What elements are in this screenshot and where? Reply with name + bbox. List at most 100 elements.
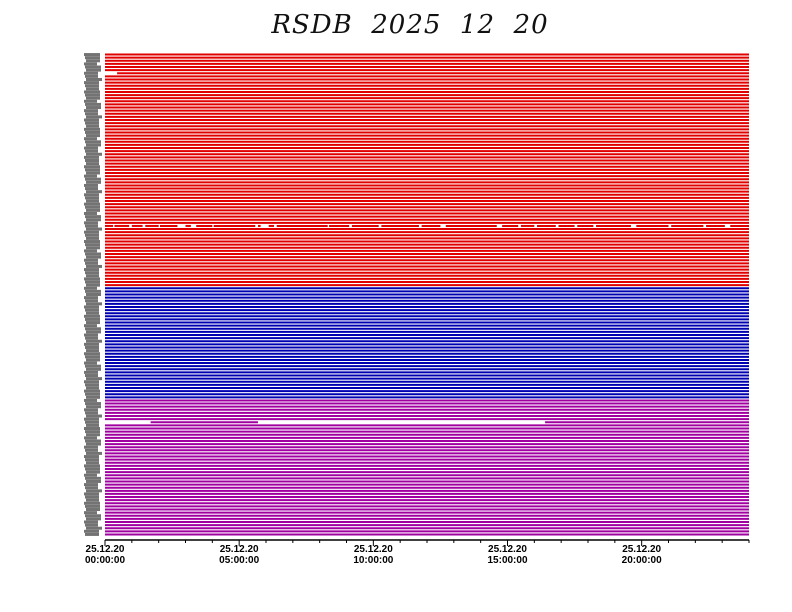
trace-label xyxy=(85,383,99,387)
x-tick-time: 00:00:00 xyxy=(85,555,125,566)
trace-label xyxy=(86,77,102,81)
trace-label xyxy=(86,180,101,184)
x-tick-time: 15:00:00 xyxy=(487,555,527,566)
trace-label xyxy=(86,246,100,250)
trace-label xyxy=(85,196,99,200)
trace-label xyxy=(85,187,98,191)
trace-label xyxy=(84,361,97,365)
trace-label xyxy=(84,473,97,477)
trace-label xyxy=(86,293,101,296)
trace-label xyxy=(86,517,101,521)
trace-label xyxy=(85,299,98,303)
trace-label xyxy=(86,311,99,315)
trace-label xyxy=(85,121,99,125)
trace-label xyxy=(85,252,101,256)
chart-title: RSDB 2025 12 20 xyxy=(271,10,549,40)
trace-label xyxy=(84,370,98,374)
trace-labels xyxy=(84,53,102,536)
trace-label xyxy=(85,93,100,97)
trace-label xyxy=(85,74,98,78)
trace-label xyxy=(84,436,97,440)
trace-label xyxy=(84,258,98,262)
trace-label xyxy=(86,339,102,343)
trace-label xyxy=(86,405,101,409)
trace-label xyxy=(86,106,101,110)
trace-label xyxy=(84,398,97,402)
trace-label xyxy=(84,174,97,178)
trace-label xyxy=(84,109,98,113)
trace-label xyxy=(86,115,102,119)
trace-label xyxy=(84,305,99,309)
trace-label xyxy=(84,296,98,300)
trace-label xyxy=(86,479,101,483)
trace-label xyxy=(85,280,100,284)
trace-label xyxy=(86,358,100,362)
trace-label xyxy=(85,215,101,219)
trace-label xyxy=(85,261,98,265)
trace-label xyxy=(85,317,100,321)
trace-label xyxy=(85,448,98,452)
trace-label xyxy=(86,96,100,100)
trace-label xyxy=(85,392,100,396)
trace-label xyxy=(84,99,97,103)
trace-label xyxy=(86,321,100,325)
trace-label xyxy=(84,389,100,393)
trace-label xyxy=(85,289,101,293)
trace-label xyxy=(84,455,99,459)
x-tick-date: 25.12.20 xyxy=(220,544,259,555)
trace-label xyxy=(84,240,100,244)
trace-label xyxy=(84,342,99,346)
trace-label xyxy=(85,84,99,88)
trace-label xyxy=(86,377,102,381)
trace-label xyxy=(85,495,99,499)
trace-label xyxy=(85,430,100,434)
trace-label xyxy=(86,59,100,63)
trace-label xyxy=(85,355,100,359)
trace-label xyxy=(84,408,98,412)
trace-label xyxy=(86,171,100,175)
trace-label xyxy=(86,208,100,212)
trace-label xyxy=(85,308,99,312)
trace-label xyxy=(84,155,99,159)
trace-label xyxy=(84,81,99,85)
trace-label xyxy=(84,146,98,150)
trace-label xyxy=(84,333,98,337)
x-tick-date: 25.12.20 xyxy=(622,544,661,555)
trace-label xyxy=(85,102,101,106)
trace-label xyxy=(86,143,101,147)
trace-label xyxy=(85,65,101,69)
trace-label xyxy=(84,501,100,505)
trace-label xyxy=(85,112,98,116)
trace-label xyxy=(85,159,99,163)
trace-label xyxy=(85,411,98,415)
trace-label xyxy=(86,433,100,437)
trace-label xyxy=(86,461,99,465)
trace-label xyxy=(84,286,97,290)
trace-label xyxy=(86,498,99,502)
x-tick-date: 25.12.20 xyxy=(488,544,527,555)
trace-label xyxy=(85,420,99,424)
trace-label xyxy=(84,165,100,169)
trace-label xyxy=(84,202,100,206)
trace-label xyxy=(85,177,101,181)
trace-label xyxy=(86,255,101,259)
trace-label xyxy=(84,445,98,449)
trace-label xyxy=(85,168,100,172)
trace-label xyxy=(86,283,100,287)
trace-label xyxy=(85,458,99,462)
trace-label xyxy=(86,349,99,353)
x-tick-time: 05:00:00 xyxy=(219,555,259,566)
trace-label xyxy=(84,426,100,430)
trace-label xyxy=(86,264,102,268)
x-tick-time: 10:00:00 xyxy=(353,555,393,566)
trace-label xyxy=(85,374,98,378)
trace-label xyxy=(84,352,100,356)
trace-label xyxy=(86,236,99,240)
trace-label xyxy=(84,314,100,318)
trace-label xyxy=(86,414,102,418)
trace-label xyxy=(86,451,102,455)
trace-label xyxy=(84,90,100,94)
trace-label xyxy=(85,130,100,134)
trace-label xyxy=(86,330,101,334)
trace-label xyxy=(86,367,101,371)
